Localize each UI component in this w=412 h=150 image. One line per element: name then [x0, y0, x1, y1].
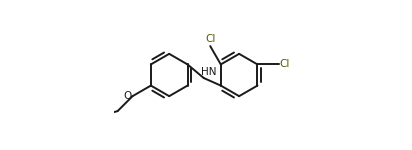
- Text: Cl: Cl: [205, 34, 215, 44]
- Text: Cl: Cl: [279, 59, 290, 69]
- Text: HN: HN: [201, 67, 216, 77]
- Text: O: O: [123, 91, 131, 101]
